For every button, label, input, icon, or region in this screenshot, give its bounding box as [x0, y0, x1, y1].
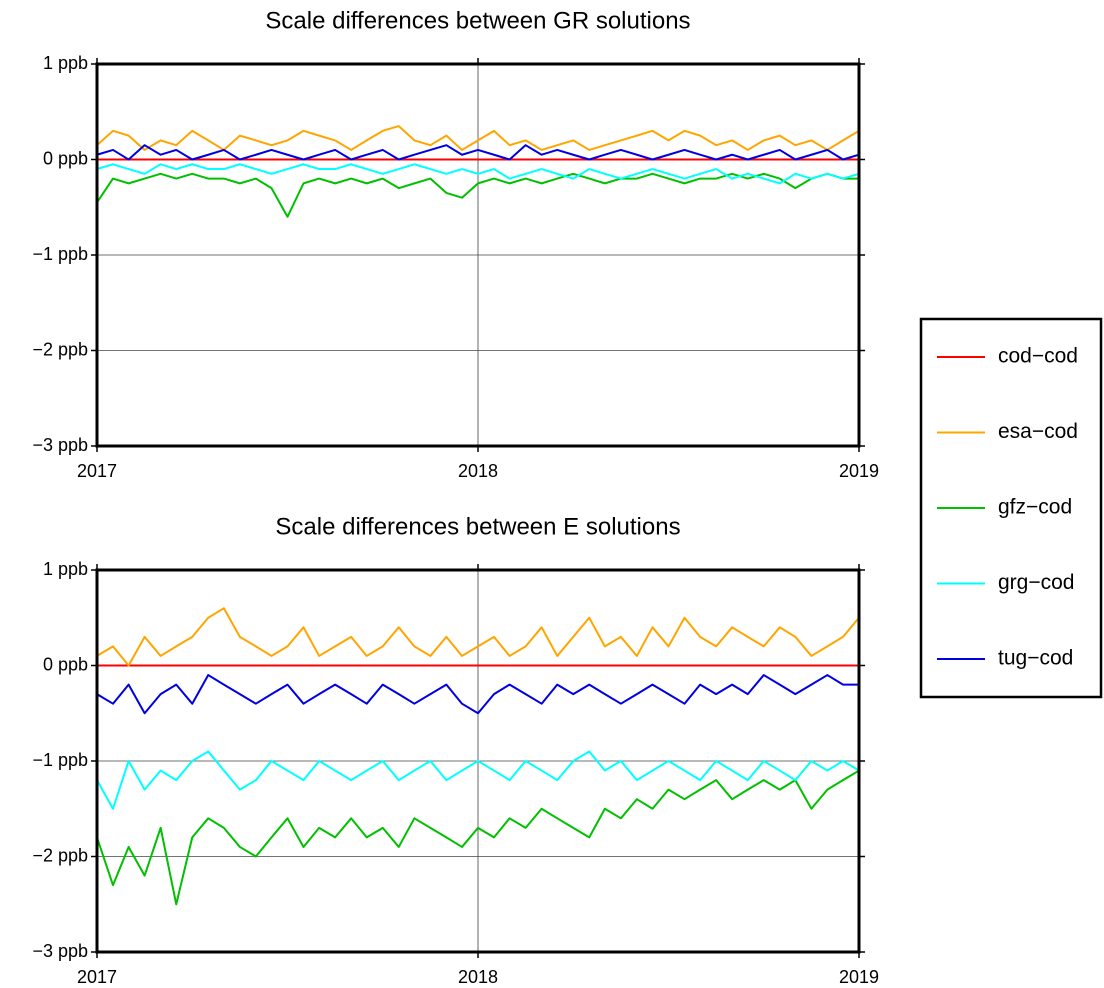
legend-label: esa−cod [998, 420, 1078, 443]
x-tick-label: 2018 [458, 461, 498, 481]
chart-title: Scale differences between E solutions [275, 513, 680, 540]
plot-frame [95, 62, 861, 448]
plot-frame [95, 568, 861, 954]
x-tick-label: 2017 [77, 461, 117, 481]
x-tick-label: 2017 [77, 967, 117, 987]
y-tick-label: 1 ppb [43, 53, 88, 73]
x-tick-label: 2019 [839, 461, 879, 481]
y-tick-label: −1 ppb [32, 750, 88, 770]
series-group [97, 125, 859, 218]
y-tick-label: −2 ppb [32, 339, 88, 359]
y-tick-label: 1 ppb [43, 559, 88, 579]
series-line [97, 769, 859, 906]
chart-title: Scale differences between GR solutions [265, 7, 690, 34]
series-line [97, 163, 859, 185]
legend-label: tug−cod [998, 647, 1073, 670]
x-tick-label: 2018 [458, 967, 498, 987]
legend-label: gfz−cod [998, 496, 1072, 519]
y-tick-label: −3 ppb [32, 941, 88, 961]
series-line [97, 172, 859, 218]
legend-label: cod−cod [998, 345, 1078, 368]
series-line [97, 674, 859, 715]
series-group [97, 607, 859, 906]
series-line [97, 144, 859, 161]
x-tick-label: 2019 [839, 967, 879, 987]
y-tick-label: −1 ppb [32, 244, 88, 264]
series-line [97, 750, 859, 810]
y-tick-label: 0 ppb [43, 654, 88, 674]
y-tick-label: 0 ppb [43, 148, 88, 168]
legend-label: grg−cod [998, 571, 1074, 594]
y-tick-label: −3 ppb [32, 435, 88, 455]
series-line [97, 607, 859, 667]
y-tick-label: −2 ppb [32, 845, 88, 865]
